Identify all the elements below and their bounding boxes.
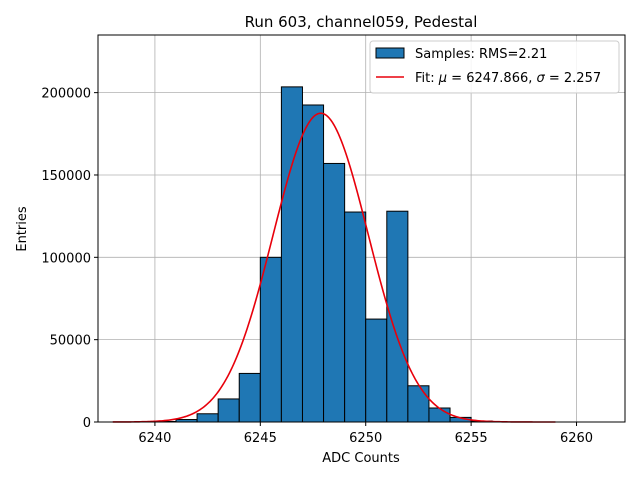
histogram-bar: [324, 163, 345, 422]
histogram-bar: [302, 105, 323, 422]
x-tick-label: 6245: [244, 431, 277, 446]
y-tick-label: 150000: [41, 169, 91, 184]
chart-title: Run 603, channel059, Pedestal: [245, 13, 478, 31]
x-axis-label: ADC Counts: [322, 451, 400, 466]
histogram-bar: [429, 408, 450, 422]
legend-fit-label: Fit: μ = 6247.866, σ = 2.257: [415, 71, 601, 86]
x-tick-label: 6260: [560, 431, 593, 446]
histogram-bar: [197, 414, 218, 422]
y-axis-label: Entries: [15, 206, 30, 252]
legend-fit-mid: = 6247.866,: [447, 71, 536, 86]
legend: Samples: RMS=2.21 Fit: μ = 6247.866, σ =…: [370, 41, 619, 93]
histogram-bar: [239, 373, 260, 422]
legend-hist-swatch: [376, 48, 404, 58]
x-tick-label: 6255: [455, 431, 488, 446]
legend-fit-mu: μ: [438, 71, 447, 86]
histogram-bar: [281, 87, 302, 422]
histogram-bar: [408, 386, 429, 422]
y-tick-label: 50000: [50, 334, 91, 349]
histogram-bar: [218, 399, 239, 422]
y-tick-label: 200000: [41, 87, 91, 102]
y-tick-label: 100000: [41, 251, 91, 266]
histogram-bar: [345, 212, 366, 422]
y-tick-label: 0: [83, 416, 91, 431]
legend-fit-suffix: = 2.257: [545, 71, 601, 86]
x-tick-label: 6240: [138, 431, 171, 446]
x-tick-label: 6250: [349, 431, 382, 446]
histogram-bar: [260, 257, 281, 422]
histogram-bar: [366, 319, 387, 422]
legend-hist-label: Samples: RMS=2.21: [415, 47, 547, 62]
legend-fit-prefix: Fit:: [415, 71, 439, 86]
